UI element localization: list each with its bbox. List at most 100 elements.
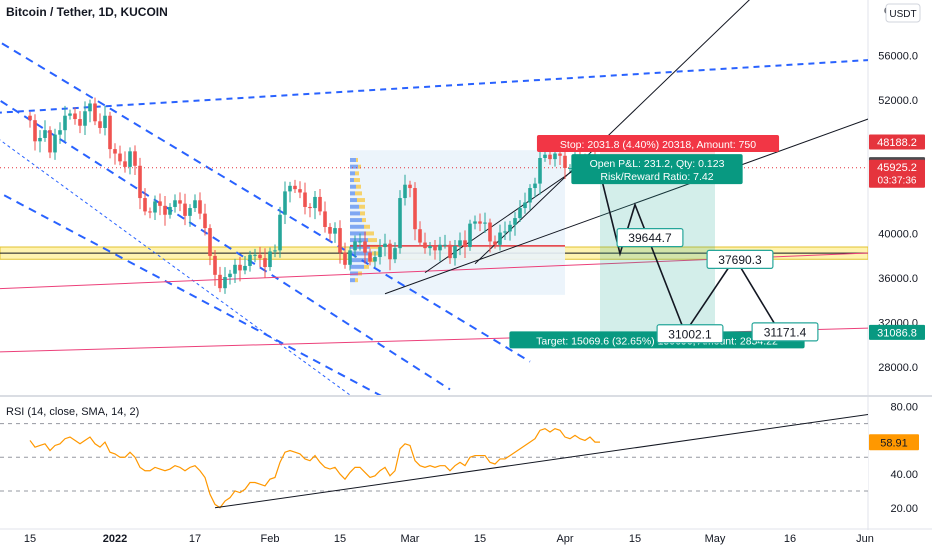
candle-body[interactable] xyxy=(38,137,42,142)
candle-body[interactable] xyxy=(468,223,472,248)
candle-body[interactable] xyxy=(538,158,542,184)
candle-body[interactable] xyxy=(548,154,552,160)
candle-body[interactable] xyxy=(463,240,467,248)
candle-body[interactable] xyxy=(553,153,557,160)
candle-body[interactable] xyxy=(273,250,277,252)
candle-body[interactable] xyxy=(438,244,442,251)
candle-body[interactable] xyxy=(558,153,562,156)
candle-body[interactable] xyxy=(213,255,217,275)
candle-body[interactable] xyxy=(398,198,402,249)
candle-body[interactable] xyxy=(128,151,132,167)
candle-body[interactable] xyxy=(478,221,482,224)
candle-body[interactable] xyxy=(208,228,212,256)
candle-body[interactable] xyxy=(388,243,392,260)
candle-body[interactable] xyxy=(278,214,282,251)
candle-body[interactable] xyxy=(393,248,397,260)
candle-body[interactable] xyxy=(523,202,527,209)
currency-badge[interactable]: USDT xyxy=(885,3,921,23)
price-tag-bg[interactable] xyxy=(869,324,925,340)
candle-body[interactable] xyxy=(88,103,92,112)
candle-body[interactable] xyxy=(173,200,177,207)
candle-body[interactable] xyxy=(43,130,47,138)
candle-body[interactable] xyxy=(368,252,372,262)
candle-body[interactable] xyxy=(303,192,307,207)
price-callout[interactable]: 31171.4 xyxy=(751,322,819,342)
candle-body[interactable] xyxy=(158,201,162,206)
candle-body[interactable] xyxy=(83,111,87,126)
candle-body[interactable] xyxy=(63,115,67,131)
candle-body[interactable] xyxy=(313,196,317,209)
candle-body[interactable] xyxy=(93,103,97,122)
candle-body[interactable] xyxy=(98,121,102,128)
candle-body[interactable] xyxy=(433,245,437,251)
price-tag-bg[interactable] xyxy=(869,134,925,150)
candle-body[interactable] xyxy=(533,183,537,189)
price-callout[interactable]: 39644.7 xyxy=(616,228,684,248)
candle-body[interactable] xyxy=(333,228,337,234)
trendline-black[interactable] xyxy=(384,106,905,295)
trendline-black[interactable] xyxy=(424,158,591,274)
candle-body[interactable] xyxy=(223,277,227,289)
candle-body[interactable] xyxy=(518,208,522,219)
candle-body[interactable] xyxy=(568,168,572,170)
candle-body[interactable] xyxy=(328,226,332,234)
candle-body[interactable] xyxy=(253,254,257,256)
candle-body[interactable] xyxy=(453,245,457,259)
price-tag-bg[interactable] xyxy=(869,159,925,188)
candle-body[interactable] xyxy=(343,252,347,265)
candle-body[interactable] xyxy=(513,218,517,225)
candle-body[interactable] xyxy=(118,153,122,162)
rsi-trendline[interactable] xyxy=(214,409,905,509)
candle-body[interactable] xyxy=(423,242,427,249)
channel-line[interactable] xyxy=(0,156,390,401)
candle-body[interactable] xyxy=(418,229,422,243)
candle-body[interactable] xyxy=(373,257,377,262)
candle-body[interactable] xyxy=(198,200,202,214)
candle-body[interactable] xyxy=(268,251,272,268)
candle-body[interactable] xyxy=(348,250,352,265)
candle-body[interactable] xyxy=(428,245,432,249)
candle-body[interactable] xyxy=(413,188,417,230)
candle-body[interactable] xyxy=(58,130,62,135)
rsi-line[interactable] xyxy=(29,427,600,509)
price-callout[interactable]: 37690.3 xyxy=(706,249,774,269)
candle-body[interactable] xyxy=(113,149,117,154)
candle-body[interactable] xyxy=(473,221,477,224)
candle-body[interactable] xyxy=(108,115,112,150)
price-callout[interactable]: 31002.1 xyxy=(656,324,724,344)
candle-body[interactable] xyxy=(528,188,532,203)
candle-body[interactable] xyxy=(363,241,367,253)
candle-body[interactable] xyxy=(258,254,262,259)
candle-body[interactable] xyxy=(218,274,222,289)
candle-body[interactable] xyxy=(68,113,72,116)
candle-body[interactable] xyxy=(248,254,252,266)
stop-label[interactable]: Stop: 2031.8 (4.40%) 20318, Amount: 750 xyxy=(536,135,780,153)
candle-body[interactable] xyxy=(283,191,287,215)
candle-body[interactable] xyxy=(48,130,52,153)
candle-body[interactable] xyxy=(183,203,187,216)
candle-body[interactable] xyxy=(243,265,247,271)
candle-body[interactable] xyxy=(378,247,382,258)
candle-body[interactable] xyxy=(73,113,77,120)
candle-body[interactable] xyxy=(298,189,302,193)
candle-body[interactable] xyxy=(483,222,487,224)
candle-body[interactable] xyxy=(103,115,107,128)
range-box[interactable] xyxy=(350,150,565,295)
candle-body[interactable] xyxy=(338,228,342,253)
candle-body[interactable] xyxy=(123,161,127,167)
rsi-tag-bg[interactable] xyxy=(869,434,919,451)
candle-body[interactable] xyxy=(408,184,412,189)
candle-body[interactable] xyxy=(78,119,82,126)
candle-body[interactable] xyxy=(178,200,182,204)
candle-body[interactable] xyxy=(318,196,322,212)
candle-body[interactable] xyxy=(288,185,292,192)
candle-body[interactable] xyxy=(508,224,512,232)
candle-body[interactable] xyxy=(143,198,147,212)
candle-body[interactable] xyxy=(323,211,327,227)
candle-body[interactable] xyxy=(33,120,37,142)
candle-body[interactable] xyxy=(163,205,167,215)
candle-body[interactable] xyxy=(203,213,207,229)
candle-body[interactable] xyxy=(228,273,232,278)
candle-body[interactable] xyxy=(28,115,32,121)
